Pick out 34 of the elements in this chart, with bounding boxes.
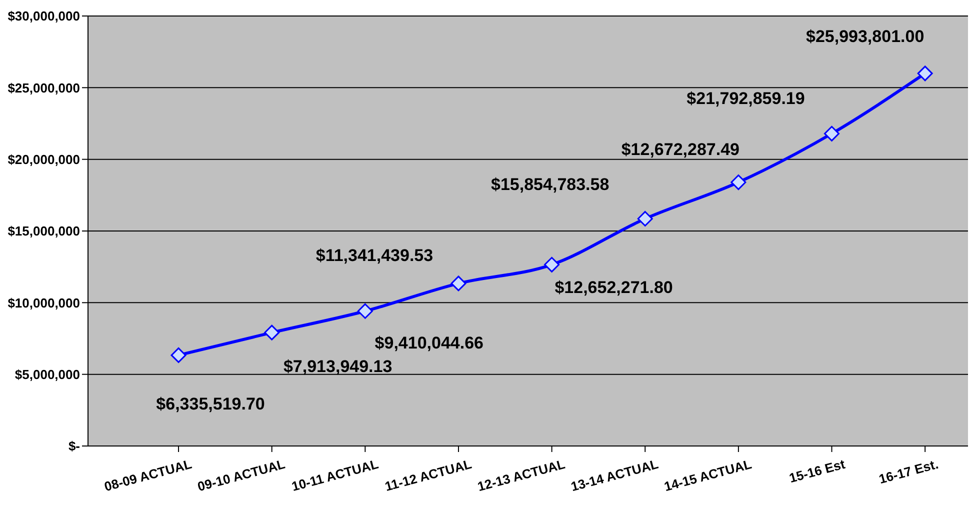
y-tick-label: $10,000,000 <box>8 295 80 310</box>
point <box>450 276 466 292</box>
annotation: $12,672,287.49 <box>621 140 740 159</box>
y-tick-label: $20,000,000 <box>8 152 80 167</box>
x-tick-label: 13-14 ACTUAL <box>569 456 660 494</box>
point <box>357 303 373 319</box>
y-tick-label: $25,000,000 <box>8 80 80 96</box>
y-tick-label: $15,000,000 <box>8 224 80 239</box>
data-label: $7,913,949.13 <box>283 357 392 376</box>
x-tick-label: 14-15 ACTUAL <box>662 456 754 494</box>
point <box>824 126 840 142</box>
point <box>730 174 746 190</box>
x-tick-label: 08-09 ACTUAL <box>102 456 194 494</box>
data-label: $15,854,783.58 <box>491 175 610 194</box>
y-tick-label: $30,000,000 <box>8 8 80 24</box>
data-label: $21,792,859.19 <box>686 89 805 108</box>
x-tick-label: 09-10 ACTUAL <box>196 456 287 494</box>
data-label: $11,341,439.53 <box>316 246 434 265</box>
x-tick-label: 11-12 ACTUAL <box>383 456 474 494</box>
point <box>170 347 186 363</box>
data-label: $25,993,801.00 <box>806 26 924 46</box>
point <box>544 256 560 272</box>
x-tick-label: 16-17 Est. <box>877 456 940 487</box>
y-tick-label: $- <box>68 438 80 454</box>
x-tick-label: 10-11 ACTUAL <box>290 456 380 494</box>
point <box>637 211 653 226</box>
y-tick-label: $5,000,000 <box>14 366 80 382</box>
data-label: $9,410,044.66 <box>374 334 484 353</box>
x-tick-label: 12-13 ACTUAL <box>476 456 567 494</box>
x-tick-label: 15-16 Est <box>788 456 848 486</box>
point <box>264 324 280 340</box>
data-label: $6,335,519.70 <box>156 394 265 414</box>
data-label: $12,652,271.80 <box>554 278 673 298</box>
point <box>917 66 933 82</box>
